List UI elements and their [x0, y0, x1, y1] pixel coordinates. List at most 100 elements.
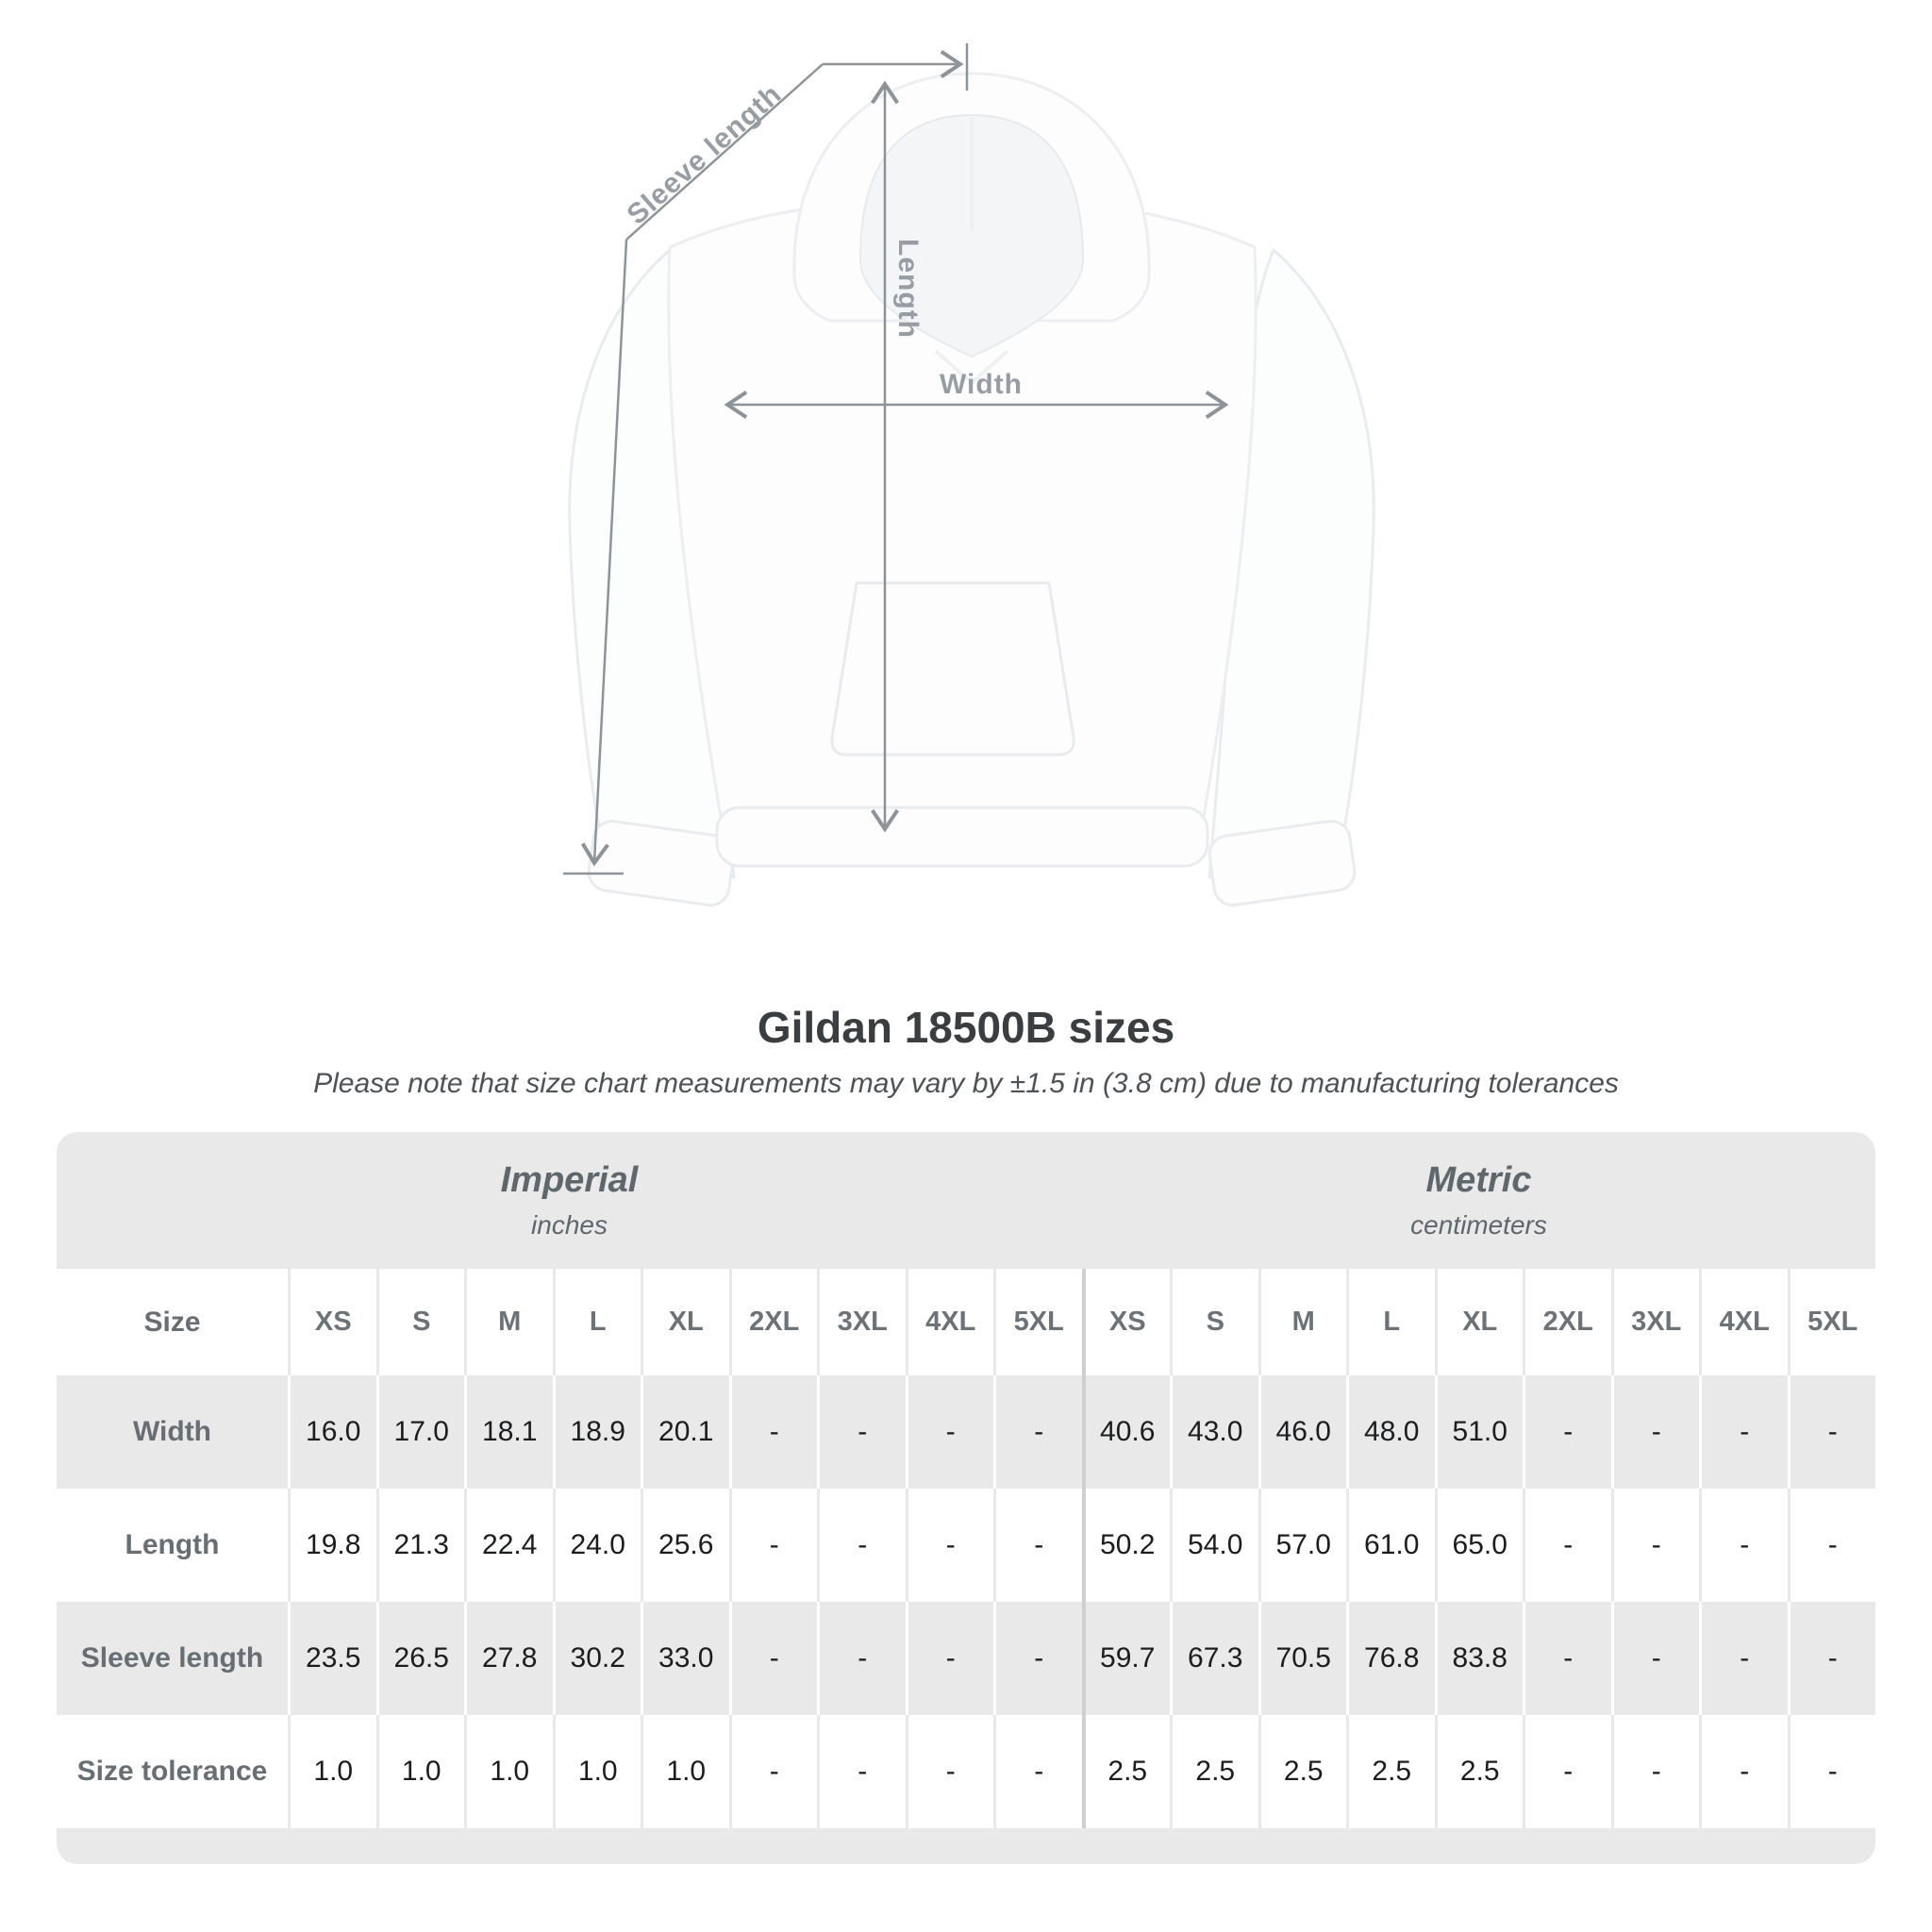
page-title: Gildan 18500B sizes — [757, 1003, 1175, 1052]
row-label: Sleeve length — [57, 1602, 288, 1715]
table-cell: - — [728, 1715, 817, 1828]
table-cell: - — [817, 1715, 906, 1828]
imperial-group-unit: inches — [531, 1210, 608, 1240]
table-row-width: Width 16.0 17.0 18.1 18.9 20.1 - - - - 4… — [57, 1375, 1875, 1489]
sleeve-measure-vertical — [580, 239, 628, 867]
table-cell: 54.0 — [1170, 1489, 1258, 1602]
table-cell: - — [728, 1602, 817, 1715]
title-block: Gildan 18500B sizes Please note that siz… — [0, 1002, 1932, 1100]
size-table: Imperial inches Metric centimeters Size … — [57, 1132, 1875, 1864]
hoodie-product-image — [568, 72, 1375, 907]
table-cell: - — [993, 1602, 1082, 1715]
sleeve-length-measure-label: Sleeve length — [621, 78, 787, 230]
table-cell: - — [1787, 1489, 1875, 1602]
table-cell: 59.7 — [1081, 1602, 1170, 1715]
table-cell: - — [728, 1375, 817, 1489]
size-column-header: 4XL — [1699, 1269, 1788, 1375]
table-cell: - — [905, 1602, 993, 1715]
table-cell: - — [1610, 1375, 1699, 1489]
size-column-header: L — [552, 1269, 641, 1375]
table-cell: - — [905, 1489, 993, 1602]
size-column-header: S — [375, 1269, 464, 1375]
table-cell: - — [817, 1602, 906, 1715]
table-cell: 18.1 — [464, 1375, 553, 1489]
table-cell: - — [1699, 1489, 1788, 1602]
table-cell: - — [1787, 1375, 1875, 1489]
table-cell: 51.0 — [1434, 1375, 1523, 1489]
table-cell: 1.0 — [552, 1715, 641, 1828]
table-cell: 22.4 — [464, 1489, 553, 1602]
table-cell: - — [817, 1489, 906, 1602]
table-cell: - — [993, 1715, 1082, 1828]
table-cell: 19.8 — [288, 1489, 376, 1602]
table-cell: 2.5 — [1257, 1715, 1346, 1828]
hoodie-hem-band — [715, 806, 1209, 868]
size-column-header: XL — [1434, 1269, 1523, 1375]
table-cell: 27.8 — [464, 1602, 553, 1715]
hoodie-right-cuff — [1208, 820, 1357, 907]
table-cell: 83.8 — [1434, 1602, 1523, 1715]
metric-group-unit: centimeters — [1410, 1210, 1547, 1240]
hoodie-measurement-diagram: Width Length Sleeve length — [509, 38, 1434, 943]
row-label: Size tolerance — [57, 1715, 288, 1828]
metric-group-title: Metric — [1425, 1160, 1532, 1200]
table-row-size-tolerance: Size tolerance 1.0 1.0 1.0 1.0 1.0 - - -… — [57, 1715, 1875, 1828]
size-column-header: XL — [641, 1269, 729, 1375]
table-cell: 18.9 — [552, 1375, 641, 1489]
tolerance-note: Please note that size chart measurements… — [313, 1068, 1619, 1099]
table-cell: - — [817, 1375, 906, 1489]
table-cell: - — [1610, 1602, 1699, 1715]
table-cell: 25.6 — [641, 1489, 729, 1602]
size-column-header: XS — [288, 1269, 376, 1375]
table-cell: 33.0 — [641, 1602, 729, 1715]
table-cell: - — [1523, 1715, 1611, 1828]
table-cell: 61.0 — [1346, 1489, 1435, 1602]
table-cell: 16.0 — [288, 1375, 376, 1489]
table-cell: - — [905, 1375, 993, 1489]
table-cell: - — [1787, 1602, 1875, 1715]
table-cell: - — [905, 1715, 993, 1828]
size-column-header: 4XL — [905, 1269, 993, 1375]
size-column-header: 5XL — [1787, 1269, 1875, 1375]
table-cell: 17.0 — [375, 1375, 464, 1489]
size-column-header: M — [1257, 1269, 1346, 1375]
size-column-header: S — [1170, 1269, 1258, 1375]
size-column-header: XS — [1081, 1269, 1170, 1375]
size-column-header: 5XL — [993, 1269, 1082, 1375]
size-corner-label: Size — [57, 1269, 288, 1375]
size-column-header: 2XL — [728, 1269, 817, 1375]
width-measure-label: Width — [940, 369, 1023, 400]
table-cell: - — [1523, 1602, 1611, 1715]
unit-group-header: Imperial inches Metric centimeters — [57, 1132, 1875, 1269]
measurement-overlay — [563, 43, 1229, 875]
size-column-header: 2XL — [1523, 1269, 1611, 1375]
table-cell: 67.3 — [1170, 1602, 1258, 1715]
table-row-length: Length 19.8 21.3 22.4 24.0 25.6 - - - - … — [57, 1489, 1875, 1602]
table-cell: - — [1787, 1715, 1875, 1828]
table-cell: 2.5 — [1081, 1715, 1170, 1828]
hoodie-hood-opening — [858, 113, 1085, 358]
table-cell: 1.0 — [641, 1715, 729, 1828]
table-cell: - — [1610, 1489, 1699, 1602]
metric-group-header: Metric centimeters — [1082, 1132, 1875, 1269]
size-column-header: L — [1346, 1269, 1435, 1375]
table-cell: 50.2 — [1081, 1489, 1170, 1602]
table-cell: - — [993, 1489, 1082, 1602]
table-cell: 1.0 — [288, 1715, 376, 1828]
table-cell: 26.5 — [375, 1602, 464, 1715]
table-cell: 2.5 — [1346, 1715, 1435, 1828]
table-cell: 70.5 — [1257, 1602, 1346, 1715]
table-cell: 23.5 — [288, 1602, 376, 1715]
imperial-group-header: Imperial inches — [57, 1132, 1082, 1269]
neck-v-seam — [934, 349, 1009, 386]
table-cell: 2.5 — [1170, 1715, 1258, 1828]
table-cell: 46.0 — [1257, 1375, 1346, 1489]
table-cell: - — [1610, 1715, 1699, 1828]
hoodie-pocket — [830, 581, 1075, 757]
table-cell: 30.2 — [552, 1602, 641, 1715]
table-cell: 20.1 — [641, 1375, 729, 1489]
table-cell: - — [728, 1489, 817, 1602]
table-cell: 57.0 — [1257, 1489, 1346, 1602]
table-cell: 76.8 — [1346, 1602, 1435, 1715]
